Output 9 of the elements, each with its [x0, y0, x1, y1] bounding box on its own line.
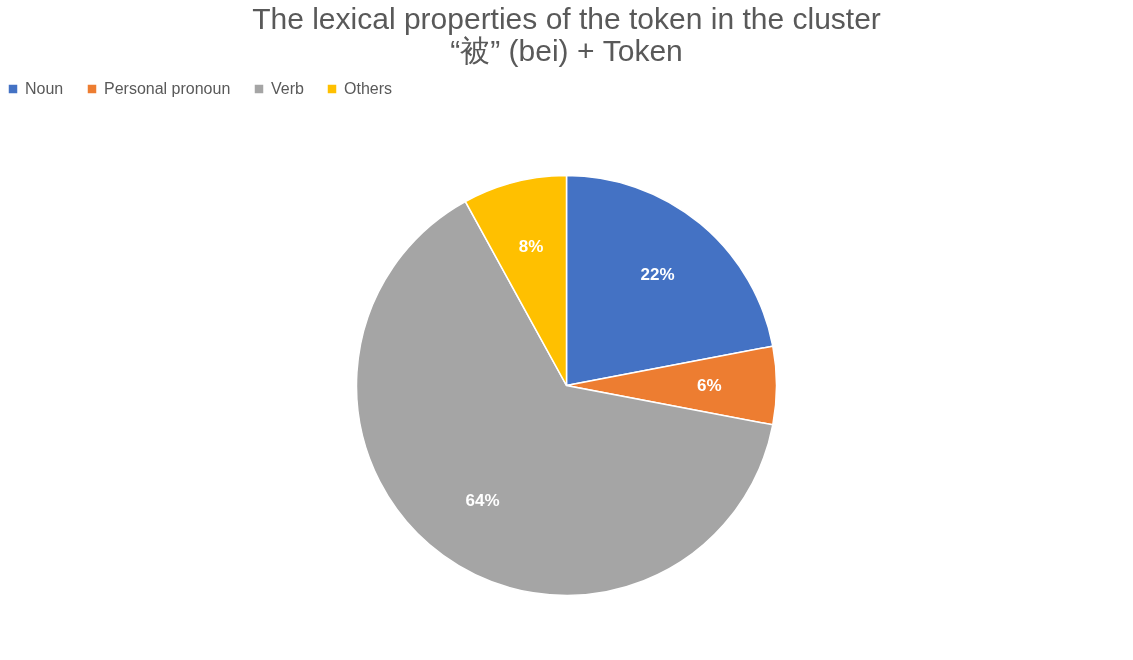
data-label: 8% [518, 237, 544, 257]
legend-label: Personal pronoun [104, 80, 231, 97]
legend-label: Verb [271, 80, 305, 97]
chart-title: The lexical properties of the token in the cluster “被” (bei) + Token [252, 2, 881, 67]
legend-label: Noun [25, 80, 64, 97]
data-label: 22% [640, 265, 675, 285]
legend-label: Others [344, 80, 393, 97]
data-label: 64% [465, 491, 500, 511]
data-label: 6% [697, 375, 722, 395]
